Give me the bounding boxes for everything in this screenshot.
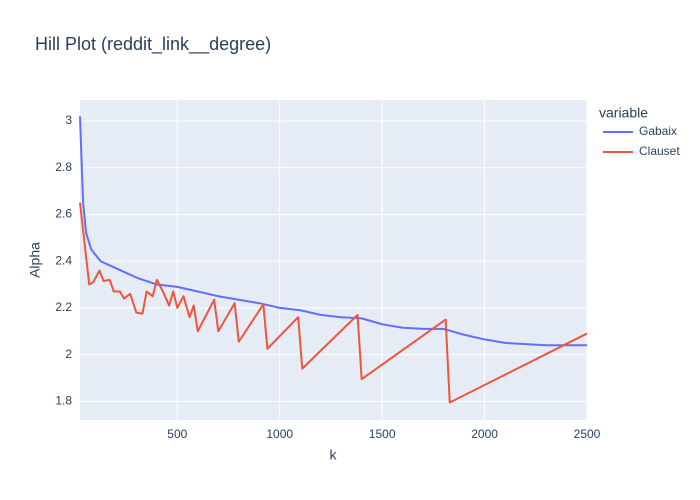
x-tick-label: 1500	[369, 427, 396, 441]
x-tick-label: 2500	[574, 427, 601, 441]
legend-label: Clauset	[639, 144, 680, 158]
y-tick-label: 3	[65, 113, 72, 127]
y-tick-label: 2.8	[55, 160, 72, 174]
y-tick-label: 2	[65, 347, 72, 361]
plot-area	[80, 100, 587, 420]
y-tick-label: 2.4	[55, 253, 72, 267]
x-tick-label: 500	[167, 427, 187, 441]
data-line	[79, 116, 587, 347]
data-line	[79, 202, 588, 404]
y-tick-label: 2.2	[55, 300, 72, 314]
x-axis-title: k	[330, 447, 338, 463]
y-axis-title: Alpha	[27, 242, 43, 278]
legend-label: Gabaix	[639, 124, 677, 138]
chart-title: Hill Plot (reddit_link__degree)	[35, 34, 271, 55]
x-tick-label: 2000	[471, 427, 498, 441]
y-tick-label: 1.8	[55, 393, 72, 407]
legend-title: variable	[599, 105, 648, 121]
y-tick-label: 2.6	[55, 207, 72, 221]
x-tick-label: 1000	[266, 427, 293, 441]
